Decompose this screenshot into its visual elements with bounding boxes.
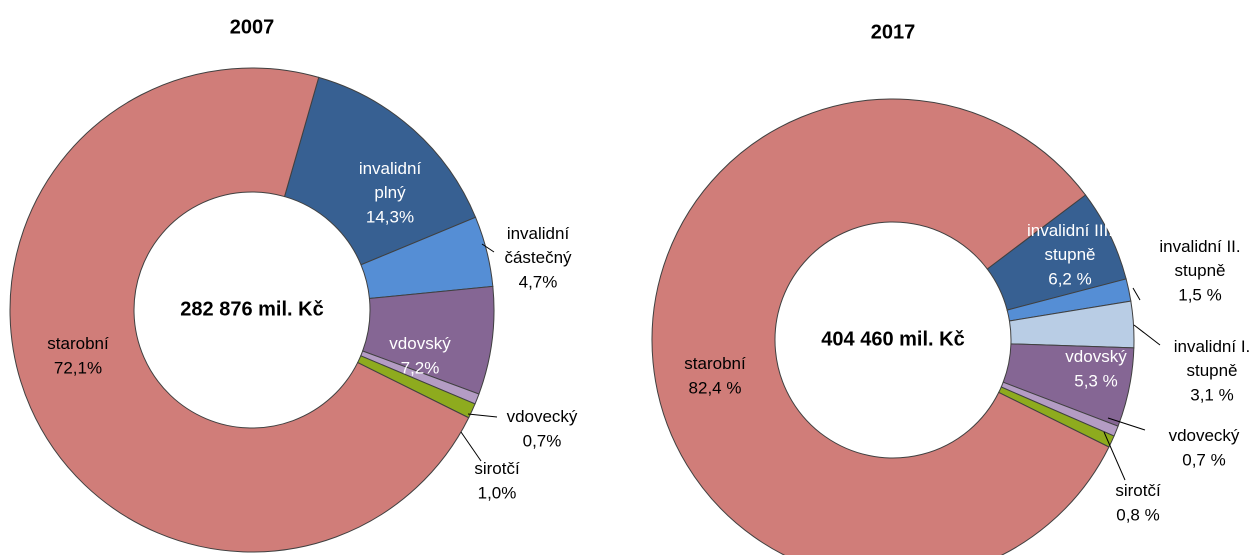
chart-title: 2007 [230, 16, 275, 38]
value-label: 82,4 % [689, 378, 742, 397]
slice-label: invalidní III. stupně [1027, 221, 1113, 264]
value-label: 3,1 % [1190, 385, 1233, 404]
center-label: 404 460 mil. Kč [821, 328, 964, 350]
slice-label: invalidní částečný [504, 224, 572, 267]
value-label: 6,2 % [1048, 269, 1091, 288]
leader-line [1132, 287, 1141, 301]
slice-label: starobní [684, 354, 746, 373]
slice-label: invalidní I. stupně [1174, 337, 1251, 380]
donut-slice [9, 67, 470, 553]
slice-label: sirotčí [474, 459, 520, 478]
value-label: 5,3 % [1074, 371, 1117, 390]
donut-slice [651, 98, 1110, 555]
chart-title: 2017 [871, 21, 916, 43]
slice-label: starobní [47, 334, 109, 353]
value-label: 1,0% [478, 483, 517, 502]
slice-label: invalidní plný [359, 159, 422, 202]
value-label: 1,5 % [1178, 285, 1221, 304]
value-label: 7,2% [401, 358, 440, 377]
slice-label: vdovecký [507, 407, 578, 426]
value-label: 14,3% [366, 207, 414, 226]
slice-label: vdovský [389, 334, 451, 353]
leader-line [1133, 324, 1161, 346]
slice-label: vdovský [1065, 347, 1127, 366]
value-label: 72,1% [54, 358, 102, 377]
leader-line [1103, 431, 1126, 481]
value-label: 4,7% [519, 272, 558, 291]
leader-line [460, 431, 482, 462]
leader-line [481, 243, 495, 253]
center-label: 282 876 mil. Kč [180, 298, 323, 320]
slice-label: sirotčí [1115, 481, 1161, 500]
value-label: 0,8 % [1116, 505, 1159, 524]
value-label: 0,7% [523, 431, 562, 450]
value-label: 0,7 % [1182, 450, 1225, 469]
donut-slice [283, 76, 477, 266]
leader-line [467, 413, 498, 418]
leader-line [1107, 417, 1146, 431]
slice-label: vdovecký [1169, 426, 1240, 445]
slice-label: invalidní II. stupně [1159, 237, 1240, 280]
